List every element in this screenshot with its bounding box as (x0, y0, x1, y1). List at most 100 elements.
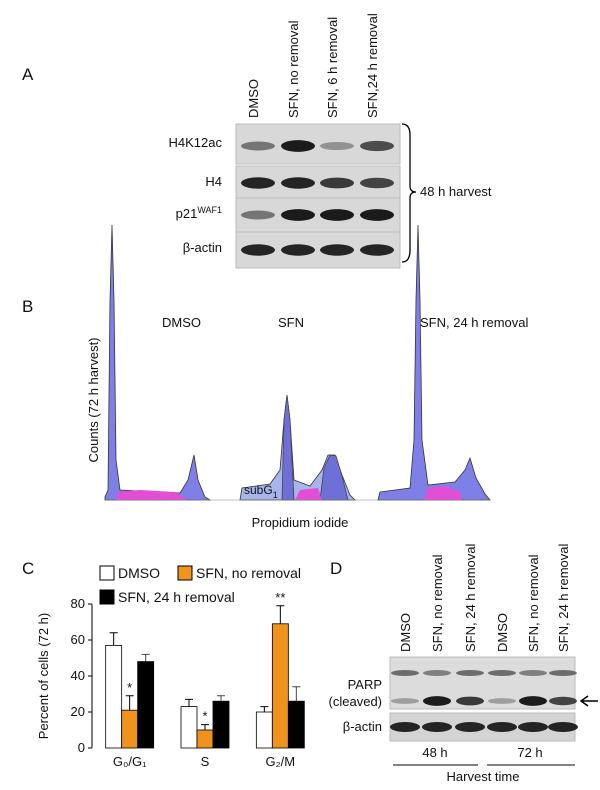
band (281, 140, 315, 152)
band (391, 698, 419, 704)
significance-marker: ** (275, 590, 285, 605)
band (360, 244, 394, 256)
row-label: PARP (348, 677, 382, 692)
legend-swatch (177, 565, 193, 581)
band (241, 177, 275, 189)
y-tick-label: 60 (71, 632, 85, 647)
band (281, 177, 315, 189)
band (488, 670, 516, 676)
group-title: Harvest time (447, 769, 520, 784)
legend-label: DMSO (118, 565, 160, 581)
band (241, 244, 275, 256)
lane-label: DMSO (398, 613, 413, 652)
annotation: subG1 (244, 483, 278, 500)
band (519, 670, 547, 676)
error-bar (201, 724, 209, 730)
error-bar (125, 695, 134, 711)
band (241, 210, 275, 220)
band (360, 177, 394, 189)
panel-label: D (330, 559, 342, 578)
error-bar (217, 695, 225, 702)
bar (137, 661, 155, 749)
bar (196, 729, 214, 749)
row-label: β-actin (183, 240, 222, 255)
error-bar (260, 706, 269, 712)
lane-label: SFN, 6 h removal (325, 17, 340, 118)
band (548, 722, 578, 732)
lane-labels-d: DMSO SFN, no removal SFN, 24 h removal DMSO… (398, 544, 571, 652)
band (423, 696, 451, 706)
lane-label: SFN, no removal (286, 20, 301, 118)
band (456, 670, 484, 676)
band (241, 141, 275, 151)
histograms (104, 224, 491, 501)
group-label: 48 h (422, 745, 447, 760)
row-label-main: p21 (176, 206, 198, 221)
x-tick-label: S (201, 754, 210, 769)
band (320, 244, 354, 256)
band (549, 696, 577, 706)
histogram-title: DMSO (162, 315, 201, 330)
significance-marker: * (127, 680, 132, 695)
legend-swatch (99, 589, 115, 605)
band (519, 696, 547, 706)
lane-label: DMSO (495, 613, 510, 652)
band (487, 722, 517, 732)
row-label: H4 (205, 174, 222, 189)
y-tick-label: 80 (71, 596, 85, 611)
y-axis-label: Percent of cells (72 h) (36, 613, 51, 739)
blot (235, 123, 401, 269)
bar (105, 645, 123, 749)
panel-label: A (22, 65, 34, 84)
group-label: 72 h (517, 745, 542, 760)
y-tick-label: 40 (71, 668, 85, 683)
bar (121, 709, 139, 749)
histogram (377, 224, 491, 501)
panel-label: B (22, 297, 33, 316)
annotation-sub: 1 (273, 490, 278, 500)
bar (287, 700, 305, 749)
bracket-label: 48 h harvest (420, 184, 492, 199)
error-bar (276, 605, 285, 624)
error-bar (141, 653, 150, 662)
legend-swatch (99, 565, 115, 581)
histogram-title: SFN (278, 315, 304, 330)
x-tick-label: G₀/G₁ (113, 754, 147, 769)
s-phase-area (116, 490, 186, 500)
y-tick-label: 20 (71, 704, 85, 719)
lane-label: DMSO (246, 79, 261, 118)
band (391, 670, 419, 676)
band (281, 244, 315, 256)
row-label: p21WAF1 (176, 205, 222, 221)
band (455, 722, 485, 732)
significance-marker: * (202, 709, 207, 724)
bar-chart: Percent of cells (72 h) 0 20 40 60 80 G₀/G₁ * S *… (36, 565, 305, 769)
bar (255, 711, 273, 749)
histogram (104, 224, 212, 501)
arrow (579, 695, 598, 707)
x-axis-label: Propidium iodide (252, 515, 349, 530)
band (320, 209, 354, 221)
bar (180, 706, 198, 749)
error-bar (109, 632, 118, 646)
band (281, 209, 315, 221)
blot (389, 656, 578, 742)
bar (212, 700, 230, 749)
legend-label: SFN, no removal (196, 565, 301, 581)
bracket (401, 123, 417, 263)
s-phase-area (295, 488, 322, 500)
error-bar (185, 698, 193, 707)
band (549, 670, 577, 676)
band (423, 670, 451, 676)
x-tick-label: G₂/M (266, 754, 296, 769)
band (488, 698, 516, 704)
band (390, 722, 420, 732)
y-axis-label: Counts (72 h harvest) (86, 337, 101, 462)
bar (271, 623, 289, 749)
lane-label: SFN,24 h removal (365, 13, 380, 118)
histogram-title: SFN, 24 h removal (420, 315, 528, 330)
band (456, 696, 484, 706)
band (360, 140, 394, 152)
lane-label: SFN, no removal (526, 554, 541, 652)
